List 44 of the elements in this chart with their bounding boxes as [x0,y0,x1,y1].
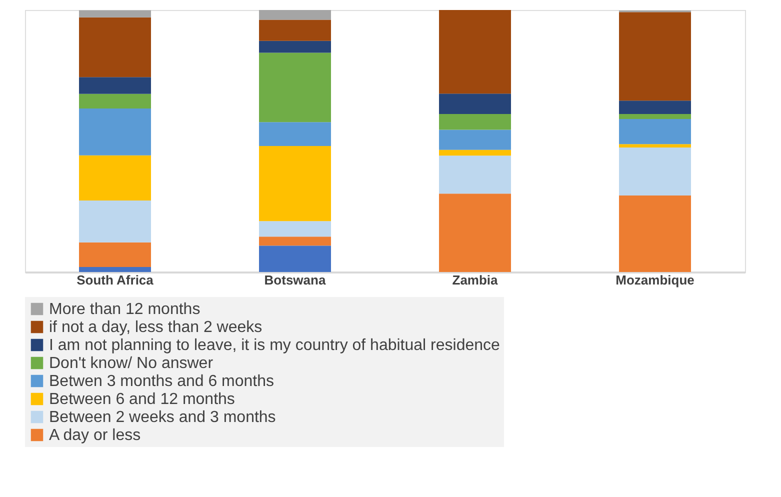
x-tick-label: Botswana [264,272,326,288]
bar [619,100,691,114]
bar [439,114,511,130]
bar [79,108,151,156]
bar [619,195,691,272]
legend-label: More than 12 months [49,301,200,318]
legend-label: Between 6 and 12 months [49,391,235,408]
legend-label: A day or less [49,427,141,444]
bar [619,144,691,148]
bar [259,236,331,246]
x-tick-label: Mozambique [616,272,694,288]
bar [619,12,691,101]
bar [619,148,691,196]
bar [79,155,151,200]
bar [439,194,511,272]
bar [259,20,331,41]
bar [619,114,691,119]
bar [79,200,151,242]
bar [259,122,331,146]
legend-label: I am not planning to leave, it is my country of habitual residence [49,337,500,354]
bar [79,17,151,78]
legend-label: Betwen 3 months and 6 months [49,373,274,390]
bar [259,52,331,122]
bar [439,10,511,94]
bar [259,246,331,272]
bar [439,156,511,194]
bar [79,10,151,18]
x-tick-label: Zambia [452,272,499,288]
bar [259,10,331,20]
bar [79,94,151,109]
bar [439,130,511,150]
bar [439,94,511,114]
bar [619,118,691,144]
legend-label: Between 2 weeks and 3 months [49,409,276,426]
bar [259,221,331,237]
bar [79,267,151,272]
bar [79,77,151,94]
bar [259,146,331,222]
bar [439,150,511,156]
legend-label: Don't know/ No answer [49,355,214,372]
x-tick-label: South Africa [76,272,154,288]
bar [79,242,151,268]
legend-label: if not a day, less than 2 weeks [49,319,262,336]
bar [259,40,331,53]
